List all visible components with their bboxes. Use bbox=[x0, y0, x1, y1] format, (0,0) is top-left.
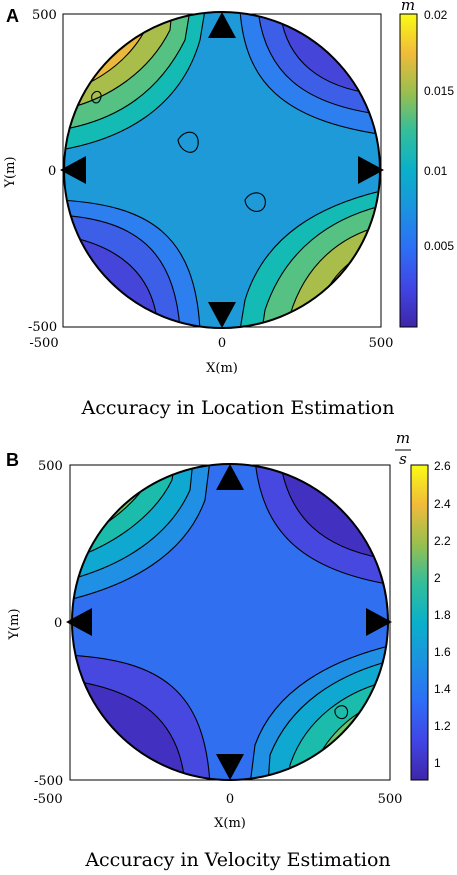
sensor-top bbox=[216, 464, 244, 490]
colorbar-tick: 1 bbox=[434, 756, 441, 770]
colorbar-tick: 1.6 bbox=[434, 645, 451, 659]
colorbar bbox=[410, 464, 429, 781]
panel-letter: A bbox=[6, 6, 19, 26]
colorbar bbox=[399, 13, 418, 328]
panel-caption: Accuracy in Location Estimation bbox=[81, 397, 395, 419]
y-tick: 500 bbox=[32, 8, 57, 23]
colorbar-tick: 2.4 bbox=[434, 497, 451, 511]
panel-a: A bbox=[3, 0, 454, 419]
colorbar-tick: 0.02 bbox=[424, 8, 448, 22]
x-axis-label: X(m) bbox=[214, 816, 246, 831]
x-tick: 0 bbox=[218, 336, 226, 351]
y-tick: 500 bbox=[38, 459, 63, 474]
sensor-bottom bbox=[208, 302, 236, 328]
colorbar-tick: 1.2 bbox=[434, 719, 451, 733]
y-axis-label: Y(m) bbox=[7, 608, 22, 640]
x-tick: -500 bbox=[29, 336, 58, 351]
colorbar-tick: 2 bbox=[434, 571, 441, 585]
colorbar-unit: m bbox=[401, 0, 415, 14]
sensor-top bbox=[208, 12, 236, 38]
y-tick: -500 bbox=[34, 774, 63, 789]
sensor-left bbox=[60, 156, 86, 184]
x-tick: 500 bbox=[369, 336, 394, 351]
colorbar-tick: 1.8 bbox=[434, 608, 451, 622]
colorbar-tick: 1.4 bbox=[434, 682, 451, 696]
sensor-bottom bbox=[216, 754, 244, 780]
colorbar-unit-denominator: s bbox=[399, 450, 407, 468]
x-tick: -500 bbox=[33, 792, 62, 807]
sensor-right bbox=[358, 156, 384, 184]
y-tick: -500 bbox=[28, 320, 57, 335]
colorbar-tick: 2.2 bbox=[434, 534, 451, 548]
x-axis-label: X(m) bbox=[206, 361, 238, 376]
panel-b: B bbox=[6, 429, 451, 871]
y-tick: 0 bbox=[48, 164, 56, 179]
x-tick: 0 bbox=[226, 792, 234, 807]
panel-letter: B bbox=[6, 450, 19, 470]
colorbar-tick: 0.015 bbox=[424, 84, 454, 98]
panel-caption: Accuracy in Velocity Estimation bbox=[84, 849, 390, 871]
colorbar-unit-numerator: m bbox=[396, 429, 410, 447]
colorbar-tick: 0.005 bbox=[424, 239, 454, 253]
sensor-right bbox=[366, 608, 392, 636]
sensor-left bbox=[66, 608, 92, 636]
colorbar-tick: 0.01 bbox=[424, 164, 448, 178]
y-axis-label: Y(m) bbox=[3, 156, 18, 188]
x-tick: 500 bbox=[378, 792, 403, 807]
y-tick: 0 bbox=[54, 616, 62, 631]
colorbar-tick: 2.6 bbox=[434, 459, 451, 473]
